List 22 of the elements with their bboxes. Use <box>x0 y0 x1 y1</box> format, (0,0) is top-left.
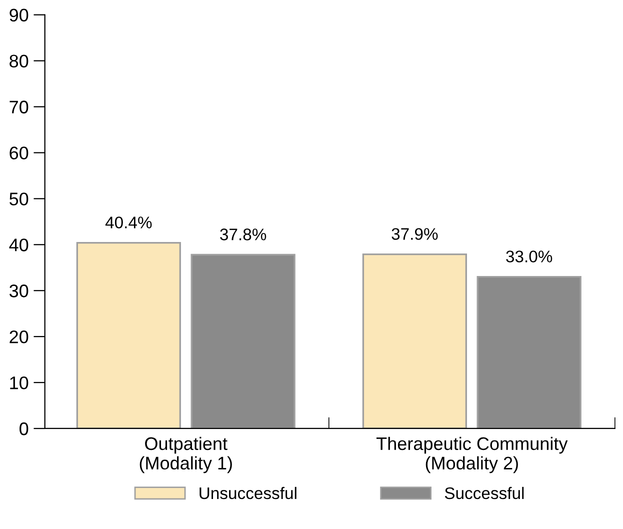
y-tick-label: 10 <box>10 376 28 390</box>
y-tick-label: 80 <box>10 54 28 68</box>
bar <box>476 276 582 428</box>
legend-label: Unsuccessful <box>200 486 296 500</box>
legend-label: Successful <box>444 486 524 500</box>
y-tick-label: 60 <box>10 146 28 160</box>
data-label: 33.0% <box>506 250 552 262</box>
y-tick-label: 30 <box>9 284 28 298</box>
data-label: 37.8% <box>220 228 266 240</box>
y-tick-label: 50 <box>10 192 28 206</box>
y-tick-label: 90 <box>10 8 28 22</box>
data-label: 37.9% <box>392 228 438 240</box>
bar <box>190 254 296 428</box>
x-tick-label: Outpatient (Modality 1) <box>140 436 232 474</box>
y-tick-label: 0 <box>20 422 28 436</box>
bar <box>76 242 181 428</box>
y-tick-label: 40 <box>9 238 28 252</box>
bar <box>362 253 468 428</box>
data-label: 40.4% <box>105 216 152 228</box>
y-tick-label: 70 <box>10 100 28 114</box>
y-tick-label: 20 <box>10 330 28 344</box>
x-tick-label: Therapeutic Community (Modality 2) <box>376 436 568 474</box>
